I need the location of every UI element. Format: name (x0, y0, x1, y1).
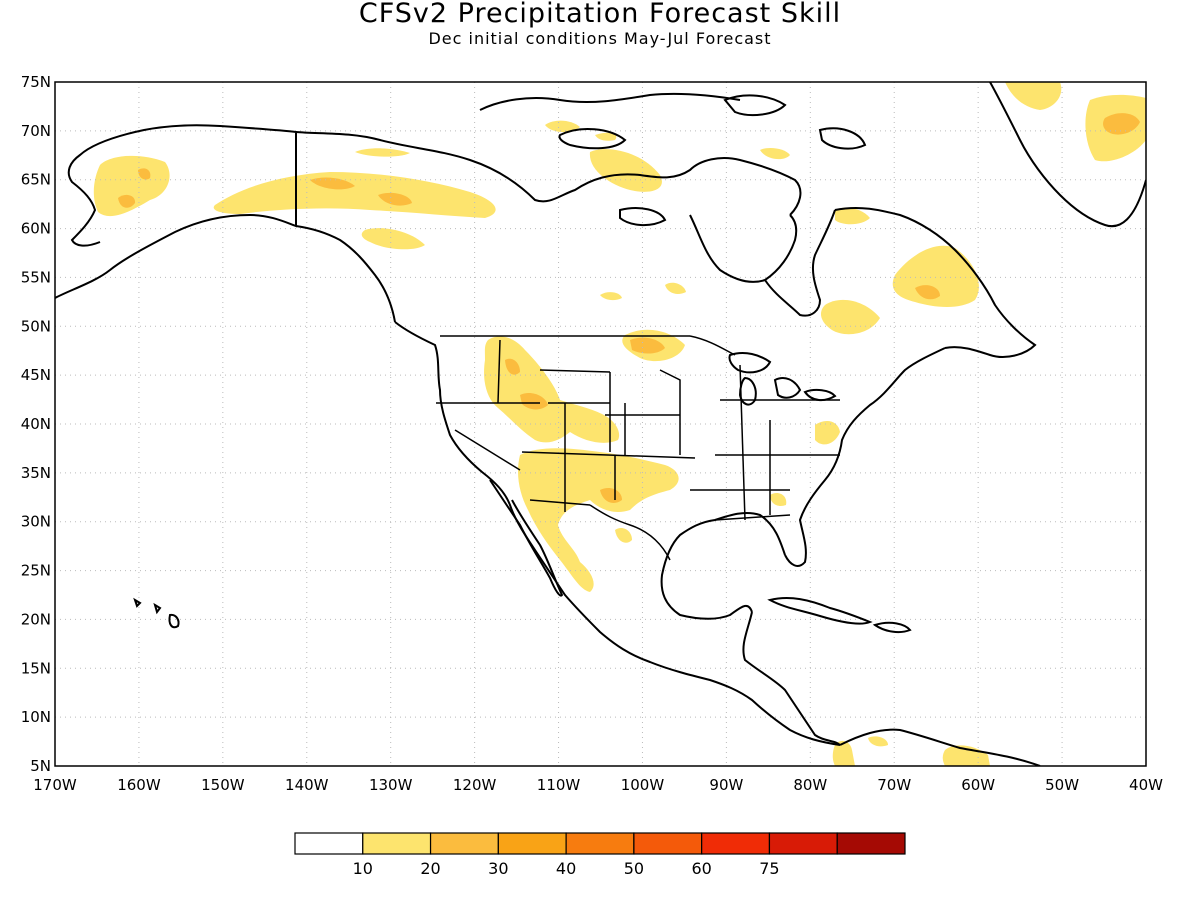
legend-swatch (633, 832, 703, 855)
lon-tick-label: 90W (709, 776, 743, 794)
lon-tick-label: 130W (369, 776, 413, 794)
lon-tick-label: 50W (1045, 776, 1079, 794)
lat-tick-label: 75N (21, 73, 51, 91)
colorbar-legend: 10 20 30 40 50 60 75 (294, 832, 906, 878)
legend-swatch (294, 832, 364, 855)
lat-tick-label: 35N (21, 464, 51, 482)
legend-swatch (429, 832, 499, 855)
legend-label: 75 (759, 859, 779, 878)
lat-tick-label: 10N (21, 708, 51, 726)
lon-tick-label: 60W (961, 776, 995, 794)
legend-swatch (836, 832, 906, 855)
lat-tick-label: 40N (21, 415, 51, 433)
lat-tick-label: 45N (21, 366, 51, 384)
legend-swatch (768, 832, 838, 855)
lon-tick-label: 120W (453, 776, 497, 794)
map-title: CFSv2 Precipitation Forecast Skill (358, 0, 842, 29)
legend-label: 40 (556, 859, 576, 878)
lon-tick-label: 160W (117, 776, 161, 794)
political-borders (436, 335, 840, 561)
lat-tick-label: 70N (21, 122, 51, 140)
lon-tick-label: 140W (285, 776, 329, 794)
lat-tick-label: 50N (21, 317, 51, 335)
lon-tick-label: 80W (793, 776, 827, 794)
longitude-axis: 170W 160W 150W 140W 130W 120W 110W 100W 90W 80W 70… (33, 776, 1163, 794)
legend-label: 10 (353, 859, 373, 878)
lat-tick-label: 60N (21, 220, 51, 238)
lat-tick-label: 20N (21, 610, 51, 628)
lat-tick-label: 55N (21, 268, 51, 286)
legend-label: 20 (420, 859, 440, 878)
lat-tick-label: 30N (21, 513, 51, 531)
legend-label: 60 (691, 859, 711, 878)
plot-frame (54, 81, 1147, 767)
coastline-outline (55, 82, 1146, 766)
legend-swatch (362, 832, 432, 855)
lon-tick-label: 170W (33, 776, 77, 794)
legend-swatch (497, 832, 567, 855)
skill-shading (93, 82, 1146, 766)
lat-tick-label: 5N (30, 757, 51, 775)
lon-tick-label: 110W (537, 776, 581, 794)
legend-swatch (565, 832, 635, 855)
legend-label: 30 (488, 859, 508, 878)
lon-tick-label: 40W (1129, 776, 1163, 794)
map-subtitle: Dec initial conditions May-Jul Forecast (428, 29, 772, 48)
lat-lon-gridlines (55, 82, 1146, 766)
lon-tick-label: 100W (621, 776, 665, 794)
lat-tick-label: 25N (21, 562, 51, 580)
latitude-axis: 5N 10N 15N 20N 25N 30N 35N 40N 45N 50N 55N 60N 65N 70… (21, 73, 51, 775)
lon-tick-label: 150W (201, 776, 245, 794)
legend-swatch (701, 832, 771, 855)
legend-label: 50 (624, 859, 644, 878)
lat-tick-label: 65N (21, 171, 51, 189)
lat-tick-label: 15N (21, 659, 51, 677)
lon-tick-label: 70W (877, 776, 911, 794)
